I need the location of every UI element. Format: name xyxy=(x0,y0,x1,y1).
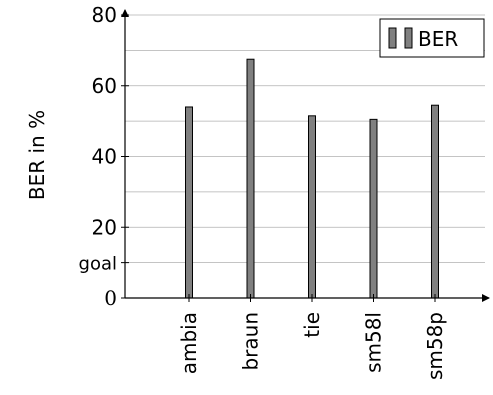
y-tick-label: 0 xyxy=(104,286,117,310)
y-tick-label: 60 xyxy=(92,74,117,98)
legend-label-ber: BER xyxy=(418,27,458,51)
y-tick-label: 40 xyxy=(92,145,117,169)
axes xyxy=(121,9,490,302)
legend-box xyxy=(379,18,485,58)
legend-swatch-bar-1 xyxy=(388,27,397,49)
legend: BER xyxy=(379,18,485,58)
x-tick-label-ambia: ambia xyxy=(177,312,201,374)
x-axis-arrow xyxy=(482,294,490,302)
bar-ambia xyxy=(185,106,193,299)
y-tick-label: goal xyxy=(79,254,117,275)
x-tick-labels: ambia braun tie sm58l sm58p xyxy=(177,312,447,380)
bars xyxy=(185,58,439,299)
bar-braun xyxy=(246,58,255,299)
y-tick-label: 20 xyxy=(92,215,117,239)
x-tick-label-sm58p: sm58p xyxy=(423,312,447,380)
y-tick-label: 80 xyxy=(92,3,117,27)
x-tick-label-braun: braun xyxy=(239,312,263,371)
y-tick-labels: 80 60 40 20 goal 0 xyxy=(79,3,117,310)
bar-sm58p xyxy=(431,104,439,299)
y-axis-arrow xyxy=(121,9,129,17)
y-axis-title: BER in % xyxy=(25,110,49,200)
legend-swatch-bar-2 xyxy=(404,27,413,49)
x-tick-label-tie: tie xyxy=(300,312,324,338)
bar-sm58l xyxy=(369,118,378,299)
x-tick-label-sm58l: sm58l xyxy=(362,312,386,373)
bar-tie xyxy=(308,115,316,299)
